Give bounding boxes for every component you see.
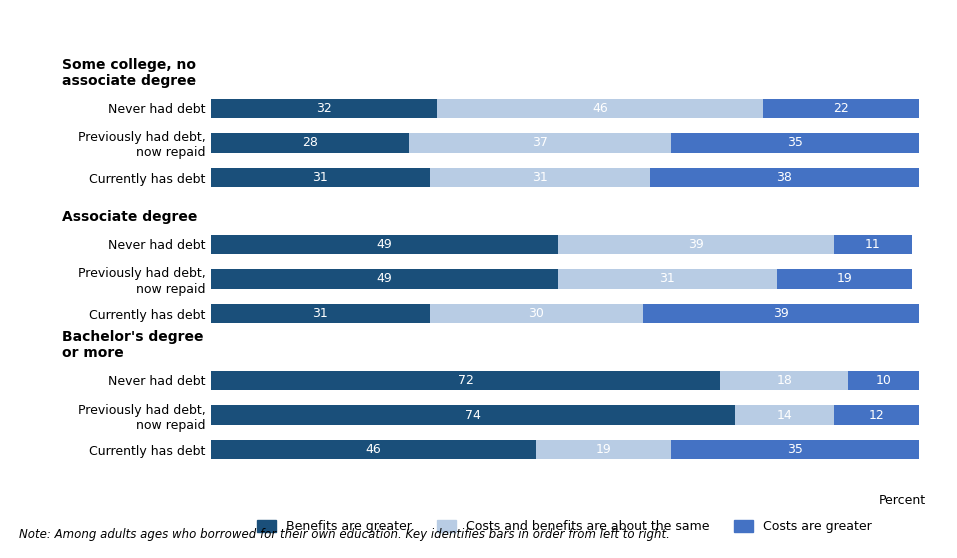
Text: 28: 28 [301,137,318,150]
Bar [211,133,409,152]
Bar [650,169,919,187]
Bar [409,133,671,152]
Text: 38: 38 [776,171,792,184]
Text: 49: 49 [376,272,392,286]
Bar [777,270,912,288]
Text: 11: 11 [865,238,880,251]
Text: 39: 39 [688,238,703,251]
Bar [211,169,430,187]
Text: Percent: Percent [879,494,925,507]
Text: 19: 19 [595,444,612,456]
Bar [558,234,834,254]
Text: 39: 39 [772,307,789,320]
Bar [430,169,650,187]
Bar [671,133,919,152]
Bar [211,99,437,118]
Text: 32: 32 [316,102,332,114]
Bar [211,304,430,324]
Bar [848,371,919,389]
Text: 31: 31 [659,272,676,286]
Bar [211,440,536,459]
Text: 19: 19 [836,272,853,286]
Bar [671,440,919,459]
Bar [834,234,912,254]
Text: 74: 74 [465,408,480,421]
Bar [437,99,763,118]
Bar [211,371,721,389]
Text: Figure 41. Self-assessed value of higher education (by education and debt status: Figure 41. Self-assessed value of higher… [11,26,718,41]
Text: 72: 72 [457,374,474,387]
Text: 35: 35 [787,444,803,456]
Bar [834,406,919,425]
Text: 31: 31 [312,307,328,320]
Text: Some college, no
associate degree: Some college, no associate degree [62,58,196,88]
Text: Associate degree: Associate degree [62,210,197,224]
Text: 10: 10 [876,374,891,387]
Legend: Benefits are greater, Costs and benefits are about the same, Costs are greater: Benefits are greater, Costs and benefits… [253,516,877,538]
Text: 31: 31 [532,171,547,184]
Bar [642,304,919,324]
Text: 49: 49 [376,238,392,251]
Bar [763,99,919,118]
Text: 12: 12 [868,408,884,421]
Text: 31: 31 [312,171,328,184]
Text: Bachelor's degree
or more: Bachelor's degree or more [62,330,203,360]
Bar [721,371,848,389]
Bar [211,234,558,254]
Text: 14: 14 [776,408,792,421]
Bar [558,270,777,288]
Text: 46: 46 [592,102,608,114]
Text: 35: 35 [787,137,803,150]
Text: 22: 22 [833,102,849,114]
Text: 46: 46 [366,444,381,456]
Bar [536,440,671,459]
Text: Note: Among adults ages who borrowed for their own education. Key identifies bar: Note: Among adults ages who borrowed for… [19,528,670,541]
Bar [735,406,834,425]
Bar [211,406,735,425]
Text: 18: 18 [776,374,792,387]
Text: 30: 30 [528,307,545,320]
Text: 37: 37 [532,137,547,150]
Bar [430,304,642,324]
Bar [211,270,558,288]
